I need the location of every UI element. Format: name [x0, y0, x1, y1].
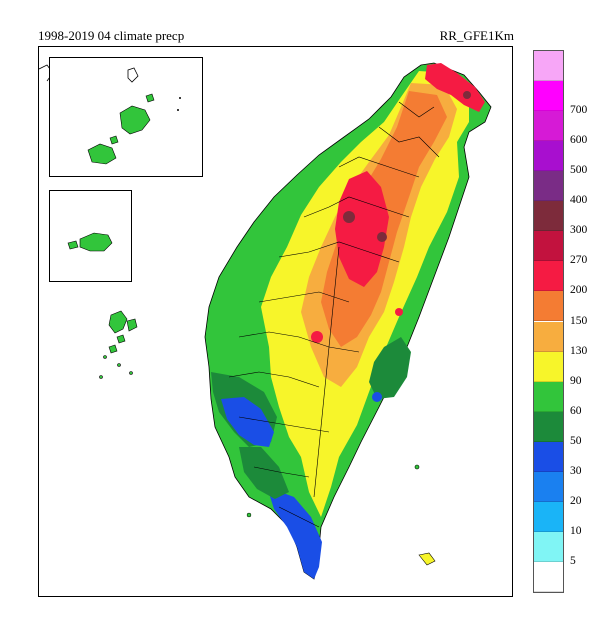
map-frame — [38, 46, 513, 597]
legend-tick-label: 400 — [570, 194, 588, 207]
legend-tick-label: 30 — [570, 464, 582, 477]
legend-tick-label: 10 — [570, 524, 582, 537]
region-red-spot — [311, 331, 323, 343]
legend-swatch — [534, 51, 563, 82]
legend-tick-label: 5 — [570, 554, 576, 567]
dataset-label: RR_GFE1Km — [439, 28, 514, 43]
legend-tick-label: 90 — [570, 374, 582, 387]
penghu-islands — [99, 310, 138, 379]
legend-tick-label: 500 — [570, 164, 588, 177]
precipitation-map — [39, 62, 492, 580]
region-blue-south — [267, 487, 322, 579]
legend-swatch — [534, 411, 563, 442]
legend-swatch — [534, 321, 563, 352]
legend-swatch — [534, 561, 563, 592]
legend-tick-label: 700 — [570, 104, 588, 117]
main-island — [204, 62, 492, 580]
region-dark-green-east — [369, 337, 411, 399]
region-dark-green-south — [239, 447, 289, 499]
legend-tick-label: 600 — [570, 134, 588, 147]
county-borders — [228, 101, 440, 528]
southwest-islet — [246, 512, 252, 518]
inset-matsu-map — [87, 67, 181, 165]
legend-tick-label: 130 — [570, 344, 588, 357]
legend-swatch — [534, 291, 563, 322]
region-blue-spot-east — [372, 392, 382, 402]
legend-swatch — [534, 171, 563, 202]
legend-swatch — [534, 81, 563, 112]
inset-kinmen — [49, 190, 132, 282]
legend-swatch — [534, 141, 563, 172]
region-red-spot-2 — [395, 308, 403, 316]
legend-swatch — [534, 231, 563, 262]
legend-swatch — [534, 201, 563, 232]
legend-tick-label: 20 — [570, 494, 582, 507]
region-peak-3 — [463, 91, 471, 99]
legend-tick-label: 300 — [570, 224, 588, 237]
legend-swatch — [534, 381, 563, 412]
southeast-islands — [414, 464, 436, 566]
legend-swatch — [534, 351, 563, 382]
legend-tick-label: 200 — [570, 284, 588, 297]
region-red-north — [425, 63, 485, 112]
legend-tick-label: 60 — [570, 404, 582, 417]
region-peak-2 — [377, 232, 387, 242]
legend-tick-label: 270 — [570, 254, 588, 267]
inset-kinmen-map — [67, 232, 113, 252]
legend-swatch — [534, 261, 563, 292]
legend-swatch — [534, 441, 563, 472]
inset-matsu — [49, 57, 203, 177]
legend-swatch — [534, 501, 563, 532]
legend-swatch — [534, 531, 563, 562]
region-blue-sw — [221, 397, 274, 447]
region-red-central — [335, 171, 389, 287]
map-title: 1998-2019 04 climate precp — [38, 28, 185, 43]
legend-tick-label: 50 — [570, 434, 582, 447]
region-peak-1 — [343, 211, 355, 223]
precipitation-legend — [533, 50, 564, 593]
legend-swatch — [534, 471, 563, 502]
legend-tick-label: 150 — [570, 314, 588, 327]
legend-swatch — [534, 111, 563, 142]
